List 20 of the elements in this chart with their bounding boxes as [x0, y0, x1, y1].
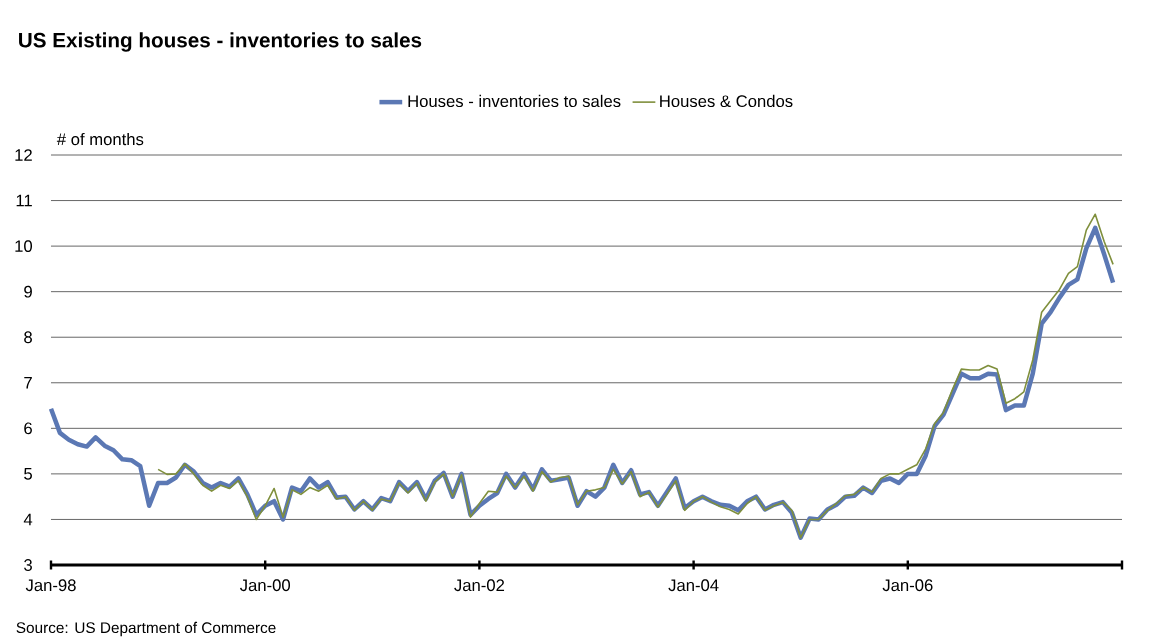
x-tick-label: Jan-98 [25, 579, 76, 592]
y-tick-label: 9 [24, 285, 32, 298]
legend-label: Houses & Condos [660, 94, 793, 108]
y-tick-label: 5 [24, 468, 32, 480]
chart-title: US Existing houses - inventories to sales [19, 32, 422, 52]
y-tick-label: 6 [24, 422, 32, 435]
y-tick-label: 12 [15, 149, 32, 161]
y-tick-label: 11 [16, 194, 32, 207]
y-tick-label: 7 [24, 377, 32, 389]
y-tick-label: 3 [24, 559, 32, 571]
y-tick-label: 4 [23, 513, 33, 526]
legend-label: Houses - inventories to sales [408, 94, 621, 108]
source-note: Source: US Department of Commerce [16, 621, 276, 637]
x-tick-label: Jan-00 [239, 579, 291, 592]
y-tick-label: 10 [15, 240, 33, 253]
y-tick-label: 8 [24, 331, 32, 344]
x-tick-label: Jan-06 [882, 579, 933, 592]
y-axis-title: # of months [56, 132, 144, 146]
x-tick-label: Jan-04 [668, 579, 719, 592]
x-tick-label: Jan-02 [454, 579, 505, 592]
